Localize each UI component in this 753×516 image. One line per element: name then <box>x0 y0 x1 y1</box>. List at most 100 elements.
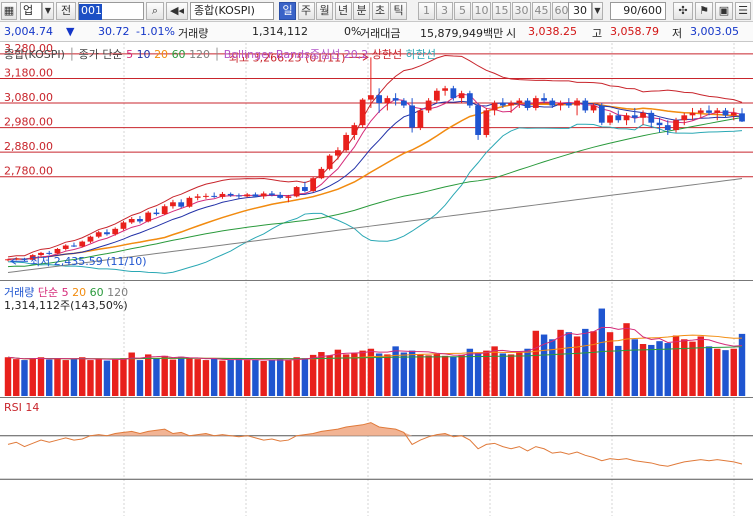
legend-vma60: 60 <box>89 286 104 299</box>
interval-button[interactable]: 10 <box>472 2 491 20</box>
candle-body <box>137 218 143 222</box>
candle-body <box>252 194 259 197</box>
prev-button[interactable]: 전 <box>56 2 76 20</box>
volume-bar <box>557 329 564 396</box>
candle-body <box>21 258 28 260</box>
candle-body <box>260 193 267 197</box>
volume-bar <box>210 358 218 396</box>
candle-body <box>343 134 350 151</box>
volume-bar <box>351 353 358 396</box>
save-icon[interactable]: ▣ <box>715 2 733 20</box>
code-value: 001 <box>79 4 102 20</box>
volume-bar <box>384 354 391 396</box>
volume-ma5-line <box>7 326 743 361</box>
interval-button[interactable]: 3 <box>436 2 453 20</box>
flag-icon[interactable]: ⚑ <box>695 2 713 20</box>
volume-bar <box>565 332 573 396</box>
volume-bar <box>37 357 45 396</box>
volume-bar <box>54 358 61 396</box>
candle-body <box>367 95 374 100</box>
rsi-chart[interactable] <box>0 399 753 516</box>
volume-bar <box>400 352 408 396</box>
candle-body <box>450 88 457 99</box>
candle-body <box>5 259 11 261</box>
candle-body <box>62 245 69 249</box>
period-button[interactable]: 분 <box>353 2 370 20</box>
volume-bar <box>219 360 226 396</box>
interval-button[interactable]: 5 <box>454 2 471 20</box>
price-level-label: 3,280.00 <box>4 43 53 55</box>
crosshair-icon[interactable]: ✣ <box>673 2 693 20</box>
speaker-icon[interactable]: ◀◂ <box>166 2 188 20</box>
candle-body <box>508 103 514 106</box>
interval-button[interactable]: 60 <box>552 2 571 20</box>
interval-button[interactable]: 15 <box>492 2 511 20</box>
legend-ma60: 60 <box>171 48 186 61</box>
candle-body <box>739 113 745 122</box>
volume-bar <box>631 339 639 396</box>
chevron-down-icon[interactable]: ▼ <box>592 2 603 20</box>
volume-bar <box>516 352 523 396</box>
volume-bar <box>103 360 111 396</box>
period-button[interactable]: 월 <box>316 2 333 20</box>
ma60-line <box>7 117 743 268</box>
candle-body <box>664 125 671 131</box>
candle-body <box>335 150 341 156</box>
volume-bar <box>441 355 449 396</box>
volume-bar <box>318 352 325 396</box>
volume-bar <box>722 350 729 396</box>
legend-bb: Bollinger Bands중심선 20,2 <box>223 48 369 61</box>
volume-bar <box>367 348 375 396</box>
candle-body <box>79 241 86 247</box>
settings-icon[interactable]: ☰ <box>735 2 751 20</box>
code-input[interactable]: 001 <box>78 2 144 20</box>
volume-bar <box>87 360 94 396</box>
period-button[interactable]: 틱 <box>390 2 407 20</box>
volume-bar <box>730 348 737 396</box>
period-button[interactable]: 일 <box>279 2 296 20</box>
bollinger-lower-line <box>7 123 743 274</box>
interval-input[interactable]: 30 <box>568 2 592 20</box>
candle-body <box>95 232 102 237</box>
chevron-down-icon[interactable]: ▼ <box>42 2 54 20</box>
candle-body <box>458 93 465 99</box>
candle-body <box>203 195 209 197</box>
chart-type-icon[interactable]: ▦ <box>1 2 17 20</box>
candle-body <box>178 202 185 207</box>
candle-body <box>483 110 490 135</box>
period-button[interactable]: 초 <box>371 2 389 20</box>
name-field[interactable]: 종합(KOSPI) <box>190 2 274 20</box>
quote-bar: 3,004.74 ▼ 30.72 -1.01% 거래량 1,314,112 0%… <box>0 22 753 42</box>
legend-volume-ma-label: 단순 <box>37 286 59 299</box>
candle-body <box>656 122 663 126</box>
volume-panel[interactable]: 거래량 단순 5 20 60 120 1,314,112주(143,50%) <box>0 282 753 398</box>
candle-body <box>87 236 94 242</box>
count-input[interactable]: 90/600 <box>610 2 666 20</box>
candle-body <box>607 115 613 123</box>
volume-bar <box>483 350 490 396</box>
period-button[interactable]: 주 <box>297 2 315 20</box>
interval-button[interactable]: 45 <box>532 2 551 20</box>
price-chart[interactable]: 3,280.00 3,180.00 3,080.00 2,980.00 2,880.00… <box>0 43 753 281</box>
interval-button[interactable]: 1 <box>418 2 435 20</box>
volume-bar <box>252 359 259 396</box>
price-panel[interactable]: 3,280.00 3,180.00 3,080.00 2,980.00 2,880.00… <box>0 43 753 281</box>
candle-body <box>128 218 135 223</box>
legend-vma20: 20 <box>72 286 87 299</box>
search-icon[interactable]: ⌕ <box>146 2 164 20</box>
period-button[interactable]: 년 <box>334 2 352 20</box>
open-value: 3,038.25 <box>528 25 577 38</box>
market-select[interactable]: 업 <box>20 2 42 20</box>
volume-bar <box>235 359 243 396</box>
candle-body <box>104 232 110 235</box>
interval-button[interactable]: 30 <box>512 2 531 20</box>
volume-chart[interactable] <box>0 282 753 398</box>
candle-body <box>384 98 391 104</box>
rsi-panel[interactable]: RSI 14 <box>0 399 753 516</box>
volume-bar <box>62 360 69 396</box>
volume-bar <box>13 359 20 396</box>
legend-volume-label: 거래량 <box>4 286 35 299</box>
candle-body <box>565 103 572 106</box>
candle-body <box>598 105 605 123</box>
